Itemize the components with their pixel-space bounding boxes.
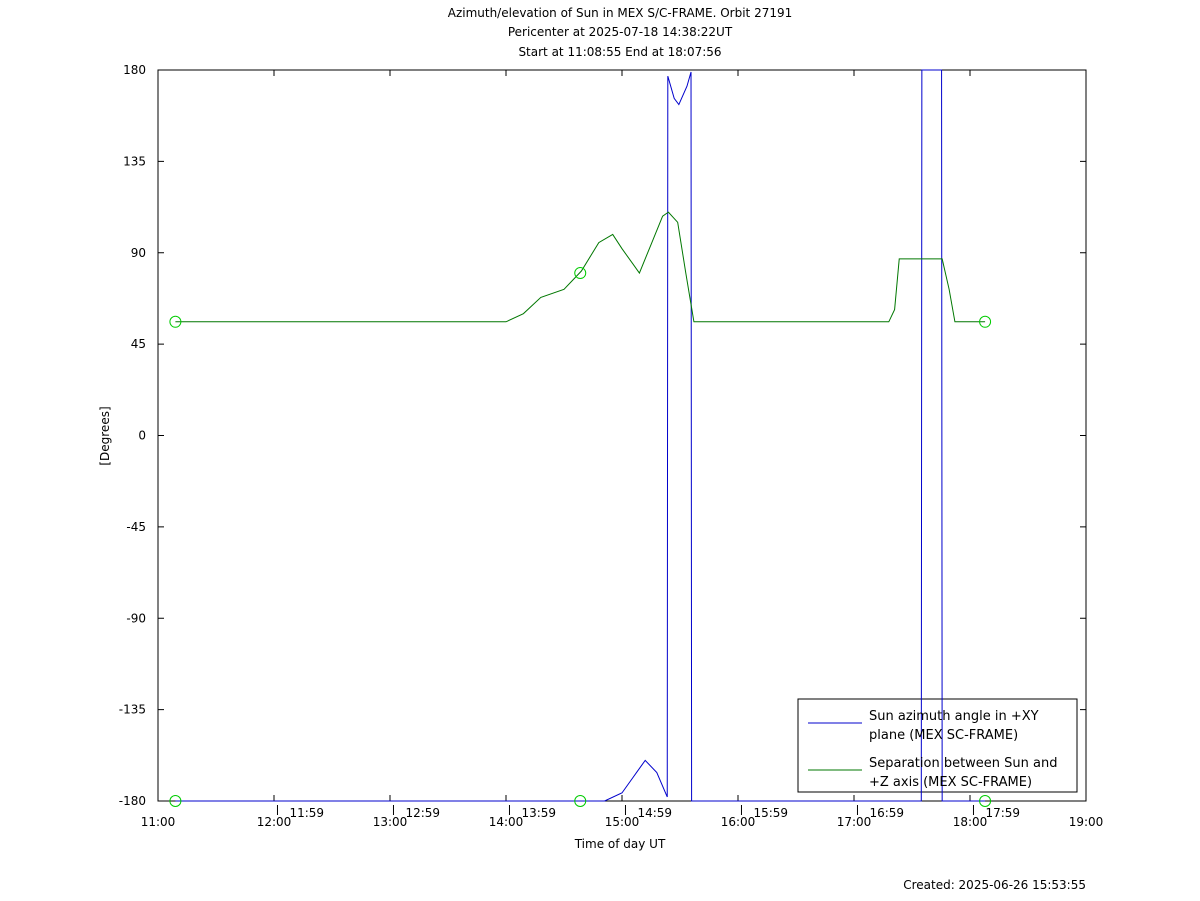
event-marker <box>574 795 587 807</box>
chart-subtitle: Start at 11:08:55 End at 18:07:56 <box>518 45 721 59</box>
x-tick-label: 17:00 <box>837 815 872 829</box>
annotation: 13:59 <box>521 806 556 820</box>
y-tick-label: 0 <box>138 429 146 443</box>
y-tick-label: 90 <box>131 246 146 260</box>
annotation: 12:59 <box>405 806 440 820</box>
annotation: 16:59 <box>869 806 904 820</box>
legend-label: Sun azimuth angle in +XY plane (MEX SC-F… <box>869 709 1039 743</box>
y-tick-label: -180 <box>119 794 146 808</box>
chart-subtitle: Pericenter at 2025-07-18 14:38:22UT <box>508 25 733 39</box>
x-tick-label: 14:00 <box>489 815 524 829</box>
event-marker <box>169 795 182 807</box>
y-tick-label: 45 <box>131 337 146 351</box>
x-tick-label: 12:00 <box>257 815 292 829</box>
x-tick-label: 13:00 <box>373 815 408 829</box>
plot-frame <box>157 69 1087 802</box>
legend-label: Separation between Sun and +Z axis (MEX … <box>869 756 1058 790</box>
event-marker <box>574 267 587 280</box>
series-line <box>175 211 986 323</box>
annotation: 14:59 <box>637 806 672 820</box>
y-tick-label: 135 <box>123 154 146 168</box>
x-tick-label: 16:00 <box>721 815 756 829</box>
x-axis-label: Time of day UT <box>574 837 666 851</box>
annotation: 17:59 <box>985 806 1020 820</box>
annotation: 15:59 <box>753 806 788 820</box>
x-tick-label: 19:00 <box>1069 815 1104 829</box>
y-tick-label: -135 <box>119 703 146 717</box>
x-tick-label: 18:00 <box>953 815 988 829</box>
x-tick-label: 15:00 <box>605 815 640 829</box>
y-tick-label: 180 <box>123 63 146 77</box>
y-tick-label: -90 <box>126 611 146 625</box>
x-tick-label: 11:00 <box>141 815 176 829</box>
y-axis-label: [Degrees] <box>98 406 112 465</box>
event-marker <box>979 795 992 807</box>
y-tick-label: -45 <box>126 520 146 534</box>
event-marker <box>979 315 992 328</box>
series-line <box>175 69 986 802</box>
event-marker <box>169 315 182 328</box>
chart-title: Azimuth/elevation of Sun in MEX S/C-FRAM… <box>448 6 793 20</box>
footer: Created: 2025-06-26 15:53:55 <box>903 878 1086 892</box>
annotation: 11:59 <box>289 806 324 820</box>
legend-box <box>797 698 1078 793</box>
